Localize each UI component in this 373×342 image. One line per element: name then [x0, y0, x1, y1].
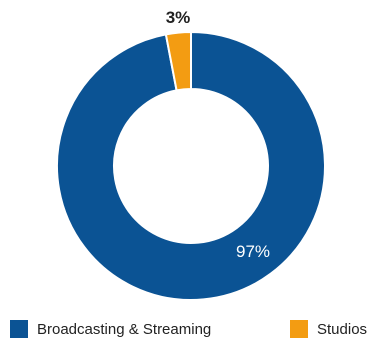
- slice-broadcasting-streaming: [56, 30, 326, 301]
- slice-studios: [164, 30, 192, 92]
- slice-label-broadcasting-streaming: 97%: [236, 242, 270, 261]
- legend-swatch-studios: [290, 320, 308, 338]
- slice-labels: 97% 3%: [166, 8, 270, 261]
- legend-label-studios: Studios: [317, 320, 368, 338]
- legend-swatch-broadcasting-streaming: [10, 320, 28, 338]
- legend-item-broadcasting-streaming: Broadcasting & Streaming: [10, 318, 211, 340]
- legend-label-broadcasting-streaming: Broadcasting & Streaming: [37, 320, 212, 338]
- legend: Broadcasting & Streaming Studios: [0, 318, 373, 340]
- donut-slices: [56, 30, 326, 301]
- legend-item-studios: Studios: [290, 318, 367, 340]
- slice-label-studios: 3%: [166, 8, 191, 27]
